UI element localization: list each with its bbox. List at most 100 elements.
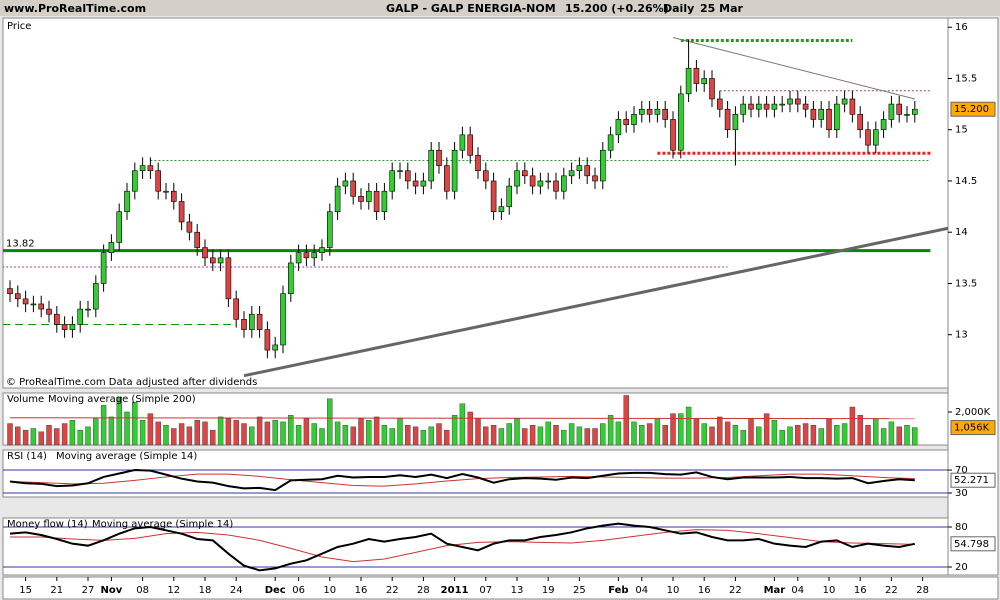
- candle-body: [93, 283, 99, 310]
- candle-body: [545, 180, 552, 183]
- last-value-label: 15.200: [954, 104, 989, 115]
- volume-bar: [646, 423, 653, 446]
- candle-body: [833, 103, 840, 131]
- volume-bar: [475, 418, 481, 446]
- candle-body: [77, 308, 83, 325]
- volume-bar: [327, 398, 333, 446]
- volume-bar: [436, 423, 442, 446]
- candle-body: [685, 67, 692, 95]
- candle-body: [334, 185, 341, 213]
- volume-bar: [740, 429, 746, 446]
- volume-bar: [545, 421, 551, 446]
- candle-body: [397, 170, 403, 173]
- volume-bar: [826, 418, 832, 446]
- candle-body: [311, 252, 318, 259]
- volume-bar: [912, 427, 918, 446]
- level-label: 13.82: [6, 239, 35, 250]
- volume-bar: [756, 426, 762, 446]
- volume-bar: [873, 418, 879, 446]
- volume-bar: [163, 424, 169, 446]
- volume-bar: [428, 426, 434, 446]
- legend-entry: Moving average (Simple 14): [92, 519, 233, 530]
- volume-bar: [483, 426, 489, 446]
- candle-body: [755, 103, 762, 110]
- candle-body: [272, 344, 279, 351]
- candle-body: [670, 119, 676, 151]
- period: Daily: [663, 2, 694, 15]
- candle-body: [475, 155, 481, 172]
- candle-body: [22, 298, 29, 305]
- footnote: © ProRealTime.com Data adjusted after di…: [6, 377, 257, 388]
- candle-body: [787, 98, 793, 105]
- x-tick-label: 10: [323, 585, 336, 596]
- x-tick-label: 16: [355, 585, 368, 596]
- candle-body: [560, 175, 567, 192]
- volume-bar: [662, 424, 668, 446]
- x-tick-label: Feb: [608, 585, 628, 596]
- candle-body: [576, 165, 583, 172]
- volume-bar: [724, 421, 731, 446]
- x-tick-label: 2011: [441, 585, 469, 596]
- candle-body: [872, 129, 879, 146]
- x-tick-label: 07: [479, 585, 492, 596]
- volume-bar: [584, 428, 590, 446]
- volume-bar: [171, 428, 177, 446]
- volume-bar: [802, 423, 809, 446]
- candle-body: [412, 180, 419, 187]
- volume-bar: [490, 424, 497, 446]
- trendline: [243, 226, 948, 378]
- volume-bar: [54, 428, 60, 446]
- x-tick-label: 12: [167, 585, 180, 596]
- candle-body: [826, 108, 832, 131]
- volume-bar: [405, 424, 411, 446]
- volume-bar: [522, 428, 528, 446]
- volume-bar: [256, 416, 263, 446]
- volume-bar: [607, 415, 614, 446]
- volume-bar: [709, 426, 715, 446]
- candle-body: [85, 308, 91, 311]
- volume-bar: [178, 423, 185, 446]
- quote: 15.200 (+0.26%): [565, 2, 669, 15]
- candle-body: [553, 180, 559, 192]
- candle-body: [537, 180, 544, 187]
- x-tick-label: 25: [573, 585, 586, 596]
- x-tick-label: 28: [417, 585, 430, 596]
- x-tick-label: 16: [854, 585, 867, 596]
- volume-bar: [654, 418, 661, 446]
- candle-body: [171, 190, 177, 202]
- volume-bar: [818, 428, 824, 446]
- volume-bar: [100, 405, 107, 446]
- volume-bar: [841, 423, 848, 446]
- candle-body: [763, 103, 770, 110]
- volume-bar: [748, 418, 754, 446]
- header-bar: [0, 0, 1000, 16]
- volume-bar: [264, 421, 271, 446]
- x-tick-label: 22: [729, 585, 742, 596]
- volume-bar: [568, 423, 575, 446]
- candle-body: [467, 134, 474, 156]
- volume-bar: [77, 429, 83, 446]
- candle-body: [638, 108, 645, 115]
- candle-body: [210, 257, 216, 264]
- volume-bar: [623, 395, 629, 446]
- candle-body: [482, 170, 489, 182]
- candle-body: [303, 252, 310, 259]
- candle-body: [880, 119, 887, 131]
- volume-bar: [249, 426, 255, 446]
- volume-bar: [61, 423, 68, 446]
- volume-bar: [350, 426, 356, 446]
- volume-bar: [358, 418, 364, 446]
- volume-bar: [529, 424, 536, 446]
- candle-body: [521, 170, 528, 177]
- y-tick-label: 15: [955, 125, 968, 136]
- candle-body: [15, 293, 21, 300]
- candle-body: [132, 170, 138, 192]
- volume-bar: [311, 423, 317, 446]
- candle-body: [404, 170, 411, 182]
- candle-body: [794, 98, 801, 105]
- volume-bar: [194, 420, 200, 446]
- last-value-label: 1,056K: [954, 423, 990, 434]
- candle-body: [701, 78, 708, 84]
- trendline: [672, 36, 915, 100]
- volume-bar: [366, 420, 372, 446]
